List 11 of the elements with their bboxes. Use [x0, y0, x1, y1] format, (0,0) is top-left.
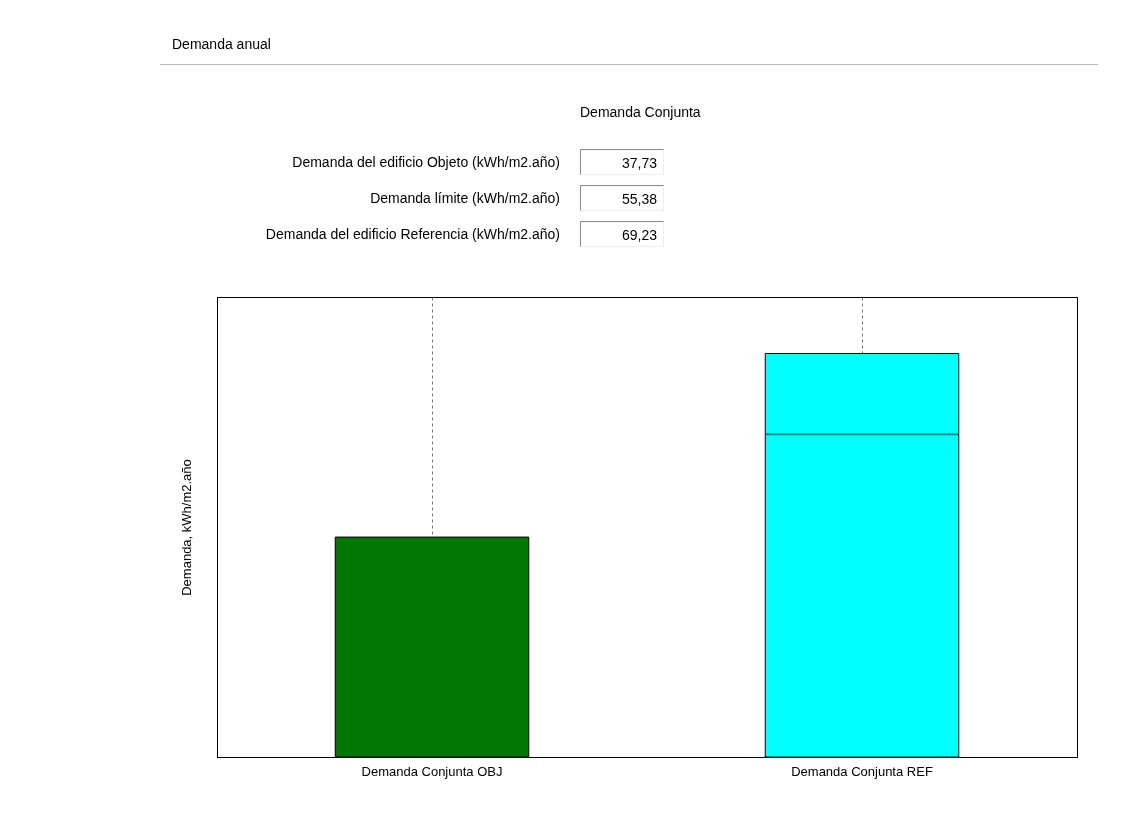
text: Demanda Conjunta: [580, 104, 701, 120]
text: Demanda del edificio Objeto (kWh/m2.año): [291, 154, 561, 170]
text: Demanda anual: [172, 36, 271, 52]
x-tick-label: Demanda Conjunta OBJ: [361, 763, 503, 779]
text: Demanda límite (kWh/m2.año): [369, 190, 561, 206]
text: 55,38: [580, 185, 664, 211]
text: 37,73: [580, 149, 664, 175]
x-tick-label: Demanda Conjunta REF: [791, 763, 933, 779]
text: 69,23: [580, 221, 664, 247]
y-axis-title: Demanda, kWh/m2.año: [178, 459, 194, 596]
text: Demanda del edificio Referencia (kWh/m2.año): [264, 226, 561, 242]
